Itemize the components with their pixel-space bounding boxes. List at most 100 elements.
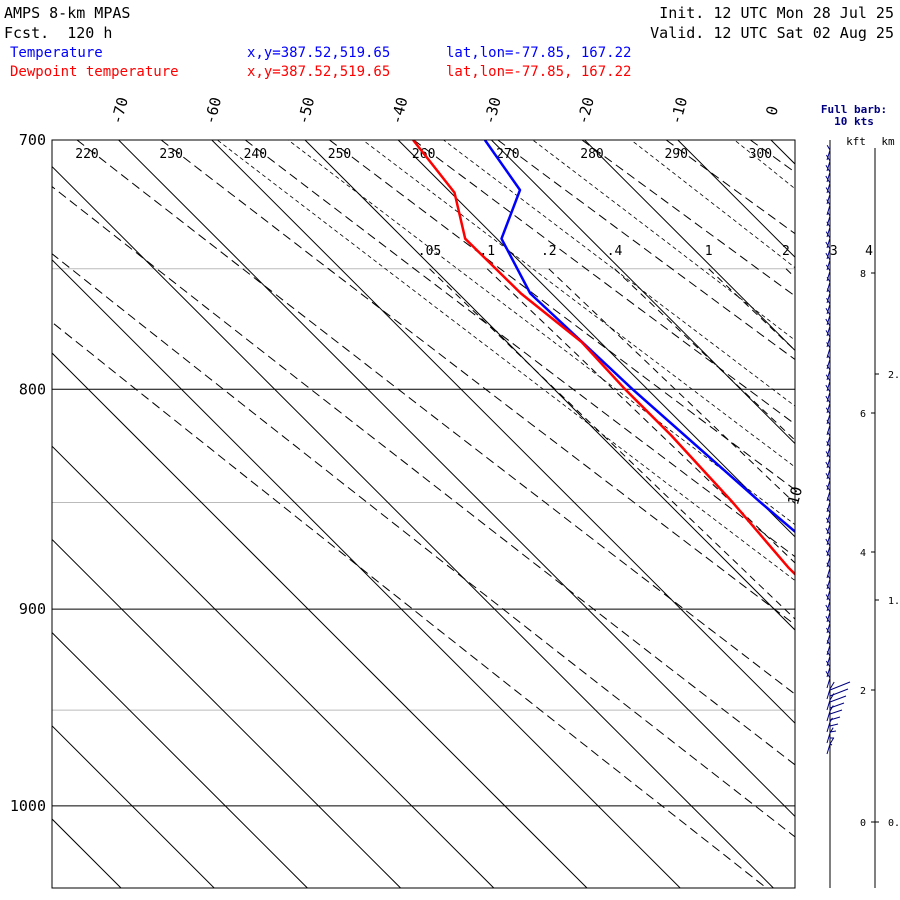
wind-barb-feather: [826, 441, 831, 448]
wind-barb: [826, 248, 831, 260]
wind-barb-feather: [825, 252, 831, 261]
wind-barb-feather: [829, 681, 851, 691]
wind-barb: [826, 402, 831, 414]
isotherm-label: -30: [480, 95, 504, 126]
wind-barb-feather: [826, 288, 831, 294]
wind-barb: [826, 369, 831, 381]
wind-barb: [826, 325, 831, 337]
wind-barb: [826, 710, 831, 722]
isotherm-line: [52, 538, 401, 888]
dry-adiabat: [497, 140, 795, 361]
legend-dewpoint-label: Dewpoint temperature: [10, 64, 179, 80]
mixing-ratio-line: [614, 268, 795, 441]
wind-barb-feather: [825, 384, 831, 393]
mixing-ratio-label: 1: [705, 244, 713, 259]
wind-barb-feather: [825, 407, 831, 415]
wind-barb-feather: [825, 395, 831, 404]
wind-barb: [826, 347, 831, 359]
wind-barb: [826, 490, 831, 502]
wind-barb: [826, 193, 831, 205]
label-layer: .05.1.2.4123467008009001000-70-60-50-40-…: [10, 95, 873, 815]
dry-adiabat-label: 230: [159, 147, 182, 162]
dry-adiabat-label: 240: [244, 147, 267, 162]
mixing-ratio-line: [834, 269, 900, 888]
wind-barb: [826, 501, 831, 513]
dry-adiabat-label: 280: [580, 147, 603, 162]
dry-adiabat: [244, 140, 795, 558]
wind-barb: [826, 314, 831, 326]
isotherm-line: [52, 725, 215, 888]
mixing-ratio-label: .2: [541, 244, 557, 259]
wind-barb: [826, 545, 831, 557]
wind-barb-feather: [826, 297, 831, 305]
wind-barb-feather: [825, 264, 831, 272]
mixing-ratio-label: 2: [782, 244, 790, 259]
isotherm-line: [52, 818, 122, 888]
km-tick-label: 2.: [888, 370, 900, 381]
mixing-ratio-label: .4: [607, 244, 623, 259]
wind-barb-feather: [825, 318, 831, 327]
wind-barb-feather: [826, 221, 831, 228]
mixing-ratio-label: 3: [830, 244, 838, 259]
wind-barb-feather: [826, 145, 831, 151]
isotherm-line: [584, 140, 795, 352]
moist-adiabat: [362, 140, 795, 468]
legend-temperature-label: Temperature: [10, 45, 103, 61]
mixing-ratio-line: [785, 268, 795, 279]
wind-barb: [826, 534, 831, 546]
wind-barb-feather: [825, 517, 831, 525]
wind-barb-feather: [826, 419, 831, 426]
wind-barb: [826, 578, 831, 590]
isotherm-line: [491, 140, 795, 445]
dry-adiabat: [52, 321, 767, 888]
moist-adiabat: [443, 140, 795, 407]
kft-tick-label: 8: [860, 269, 866, 280]
wind-barb: [826, 160, 831, 172]
wind-barb-feather: [827, 211, 831, 217]
wind-note-line1: Full barb:: [821, 103, 887, 116]
grid-layer: [52, 140, 900, 888]
kft-tick-label: 0: [860, 818, 866, 829]
wind-barb: [826, 523, 831, 535]
wind-barb-feather: [826, 431, 831, 437]
pressure-tick-label: 1000: [10, 797, 46, 815]
pressure-tick-label: 800: [19, 380, 46, 398]
isotherm-line: [52, 631, 308, 888]
wind-barb: [826, 655, 831, 667]
km-tick-label: 1.: [888, 596, 900, 607]
plot-frame: [51, 139, 796, 889]
series-layer: [412, 140, 795, 576]
wind-barb-feather: [825, 660, 831, 668]
mixing-ratio-label: 4: [865, 244, 873, 259]
wind-barb: [826, 259, 831, 271]
wind-barb: [826, 358, 831, 370]
wind-barb-feather: [826, 584, 831, 591]
wind-barb-feather: [825, 615, 831, 624]
dry-adiabat: [413, 140, 795, 425]
mixing-ratio-line: [486, 268, 795, 564]
model-title: AMPS 8-km MPAS: [4, 4, 130, 22]
isotherm-line: [52, 165, 774, 888]
isotherm-label: -20: [574, 95, 598, 126]
wind-barb: [826, 622, 831, 634]
wind-barb: [826, 237, 831, 249]
wind-barb-feather: [829, 730, 837, 733]
isotherm-label: -60: [201, 95, 225, 126]
isotherm-line: [52, 352, 588, 888]
moist-adiabat: [217, 140, 795, 582]
legend-temperature-xy: x,y=387.52,519.65: [247, 45, 390, 61]
wind-barb-feather: [825, 187, 831, 195]
wind-barb-feather: [827, 574, 831, 580]
mixing-ratio-line: [548, 268, 795, 505]
wind-barb: [826, 391, 831, 403]
dry-adiabat: [160, 140, 795, 626]
wind-barb-feather: [825, 538, 831, 547]
wind-barb-feather: [829, 705, 834, 712]
wind-barb-feather: [825, 604, 831, 613]
wind-barb: [826, 611, 831, 623]
wind-barb-feather: [825, 175, 831, 184]
isotherm-label: 0: [762, 104, 782, 117]
wind-barb-feather: [825, 374, 831, 382]
wind-barb-feather: [826, 276, 831, 283]
